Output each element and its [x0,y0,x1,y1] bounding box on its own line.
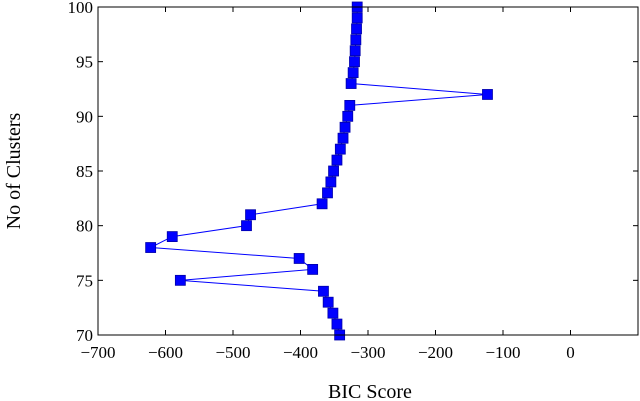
data-point-marker [307,263,319,275]
data-point-marker [166,231,178,243]
data-point-marker [351,12,363,24]
data-point-marker [316,198,328,210]
x-tick-label: −300 [350,343,385,362]
x-tick-label: −200 [418,343,453,362]
data-point-marker [345,78,357,89]
data-point-marker [334,143,346,155]
data-point-marker [241,220,252,232]
data-point-marker [344,100,356,111]
data-point-marker [322,296,334,308]
plot-frame [97,6,639,336]
data-point-marker [342,110,354,122]
data-point-marker [347,67,359,78]
x-tick-label: −500 [215,343,250,362]
data-point-marker [349,56,360,68]
data-point-marker [293,253,305,264]
y-tick-label: 75 [76,271,93,290]
x-tick-label: 0 [566,343,575,362]
x-tick-label: −600 [148,343,183,362]
x-tick-label: −400 [283,343,318,362]
x-axis-label: BIC Score [328,381,412,401]
y-axis-label: No of Clusters [3,112,25,229]
y-tick-label: 85 [76,162,93,181]
x-tick-label: −100 [485,343,520,362]
series-line [148,7,488,336]
data-point-marker [339,121,351,133]
data-point-marker [337,132,349,144]
y-tick-label: 100 [68,0,94,17]
data-point-marker [318,285,329,297]
data-point-marker [145,242,157,253]
data-point-marker [325,176,337,188]
data-point-marker [174,274,186,286]
data-point-marker [328,165,339,177]
y-tick-label: 70 [76,326,93,345]
y-tick-label: 90 [76,107,93,126]
data-point-marker [350,34,362,46]
plot-layer [145,1,493,341]
data-point-marker [331,154,343,166]
data-point-marker [322,187,333,199]
data-point-marker [331,318,343,330]
data-point-marker [482,89,493,100]
y-tick-label: 95 [76,53,93,72]
data-point-marker [245,209,256,221]
axis-layer: −700 −600 −500 −400 −300 −200 −100 0 70 75 80 85 90 9… [68,0,639,362]
data-point-marker [349,45,361,57]
x-tick-label: −700 [80,343,115,362]
data-point-marker [327,307,339,319]
data-point-marker [351,23,362,35]
y-tick-label: 80 [76,217,93,236]
